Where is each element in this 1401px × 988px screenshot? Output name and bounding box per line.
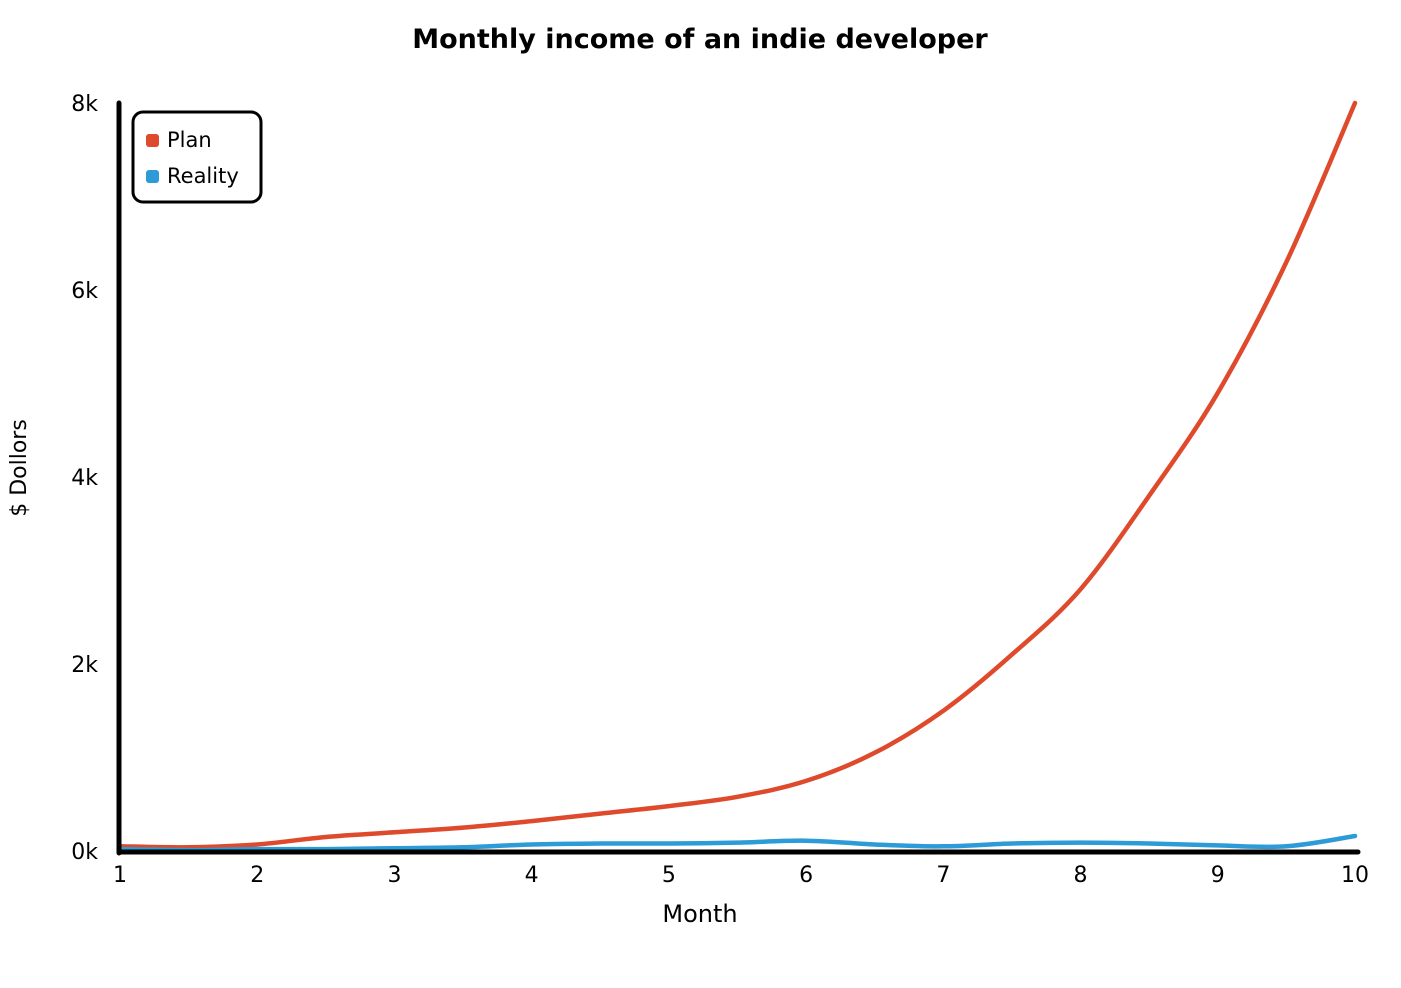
x-axis-label: Month [662, 900, 737, 928]
legend-label-reality: Reality [167, 164, 239, 188]
ticks-layer: 1 2 3 4 5 6 7 8 9 10 0k 2k 4k 6k 8k [71, 92, 1369, 888]
series-line-reality [117, 833, 1358, 853]
legend-swatch-reality [146, 170, 159, 183]
axes-layer [116, 100, 1361, 856]
x-tick-label: 4 [525, 863, 539, 888]
x-tick-label: 1 [113, 863, 127, 888]
x-tick-label: 7 [936, 863, 950, 888]
y-tick-label: 8k [71, 92, 98, 117]
x-tick-label: 8 [1074, 863, 1088, 888]
y-tick-label: 6k [71, 279, 98, 304]
legend-swatch-plan [146, 134, 159, 147]
chart-title: Monthly income of an indie developer [412, 24, 988, 55]
x-tick-label: 2 [250, 863, 264, 888]
legend: Plan Reality [131, 110, 263, 204]
y-tick-label: 0k [71, 840, 98, 865]
y-axis-label: $ Dollors [7, 419, 32, 517]
series-line-plan [117, 100, 1358, 850]
y-tick-label: 2k [71, 653, 98, 678]
y-tick-label: 4k [71, 466, 98, 491]
series-layer [117, 100, 1358, 853]
x-tick-label: 5 [662, 863, 676, 888]
legend-label-plan: Plan [167, 128, 212, 152]
x-tick-label: 3 [387, 863, 401, 888]
legend-box [131, 110, 263, 204]
x-tick-label: 6 [799, 863, 813, 888]
x-tick-label: 10 [1341, 863, 1369, 888]
x-tick-label: 9 [1211, 863, 1225, 888]
